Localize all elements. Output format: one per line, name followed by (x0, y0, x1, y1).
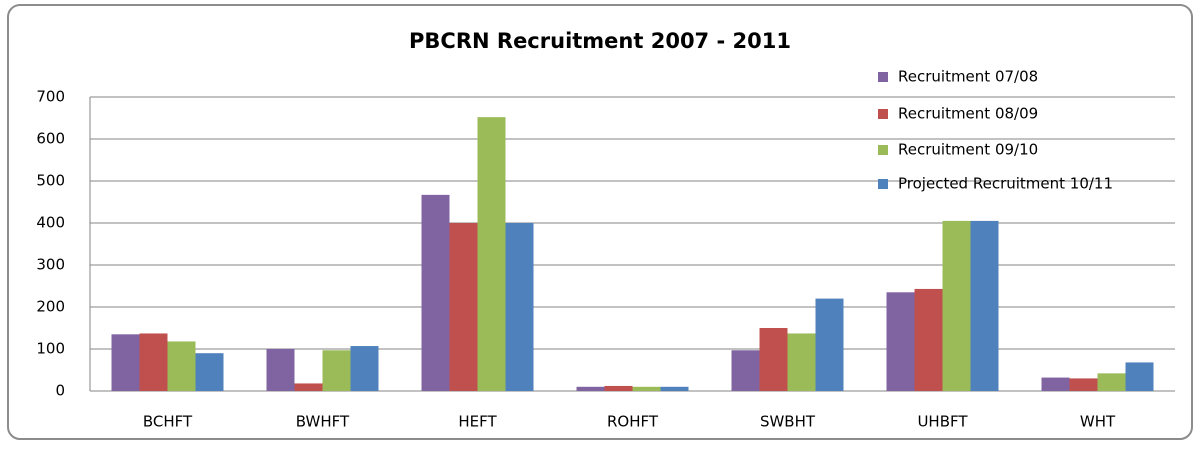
bar (731, 350, 760, 391)
bar (505, 223, 534, 391)
bar (111, 334, 140, 391)
legend-swatch (878, 109, 888, 119)
y-tick-label: 700 (36, 88, 65, 106)
legend-label: Recruitment 08/09 (898, 105, 1038, 123)
bar (942, 220, 971, 391)
x-tick-label: SWBHT (760, 413, 816, 431)
bar (660, 386, 689, 391)
bar (195, 353, 224, 391)
bar (350, 346, 379, 391)
bar (815, 298, 844, 391)
x-tick-label: BCHFT (143, 413, 193, 431)
bar (632, 386, 661, 391)
y-tick-label: 300 (36, 256, 65, 274)
bar (1069, 378, 1098, 391)
x-tick-label: ROHFT (607, 413, 659, 431)
x-tick-label: UHBFT (917, 413, 968, 431)
legend-swatch (878, 72, 888, 82)
x-tick-label: BWHFT (296, 413, 350, 431)
bar (787, 333, 816, 391)
y-tick-label: 500 (36, 172, 65, 190)
bar (294, 383, 323, 391)
bar (139, 333, 168, 391)
legend-label: Projected Recruitment 10/11 (898, 175, 1113, 193)
bar (886, 292, 915, 391)
y-tick-label: 400 (36, 214, 65, 232)
y-tick-label: 0 (55, 382, 65, 400)
bar (914, 288, 943, 391)
bar (970, 220, 999, 391)
chart-title: PBCRN Recruitment 2007 - 2011 (409, 29, 791, 53)
bar (759, 328, 788, 391)
bar (1041, 377, 1070, 391)
x-tick-label: HEFT (458, 413, 497, 431)
bar (576, 386, 605, 391)
y-tick-label: 600 (36, 130, 65, 148)
bar (322, 350, 351, 391)
bar (1097, 373, 1126, 391)
bar (167, 341, 196, 391)
bar (604, 385, 633, 391)
bar (1125, 362, 1154, 391)
bar (421, 194, 450, 391)
legend-swatch (878, 179, 888, 189)
bar (477, 117, 506, 391)
legend-label: Recruitment 09/10 (898, 141, 1038, 159)
bar (266, 349, 295, 391)
bar (449, 223, 478, 391)
y-tick-label: 100 (36, 340, 65, 358)
legend-swatch (878, 145, 888, 155)
y-tick-label: 200 (36, 298, 65, 316)
legend-label: Recruitment 07/08 (898, 68, 1038, 86)
x-tick-label: WHT (1080, 413, 1116, 431)
